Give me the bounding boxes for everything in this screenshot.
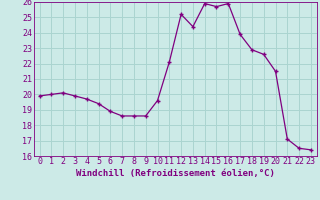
X-axis label: Windchill (Refroidissement éolien,°C): Windchill (Refroidissement éolien,°C): [76, 169, 275, 178]
